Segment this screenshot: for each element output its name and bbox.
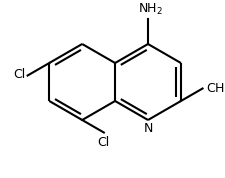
Text: NH$_2$: NH$_2$ bbox=[137, 2, 162, 17]
Text: Cl: Cl bbox=[97, 135, 110, 148]
Text: N: N bbox=[143, 122, 152, 135]
Text: CH$_3$: CH$_3$ bbox=[205, 82, 225, 97]
Text: Cl: Cl bbox=[13, 68, 25, 81]
